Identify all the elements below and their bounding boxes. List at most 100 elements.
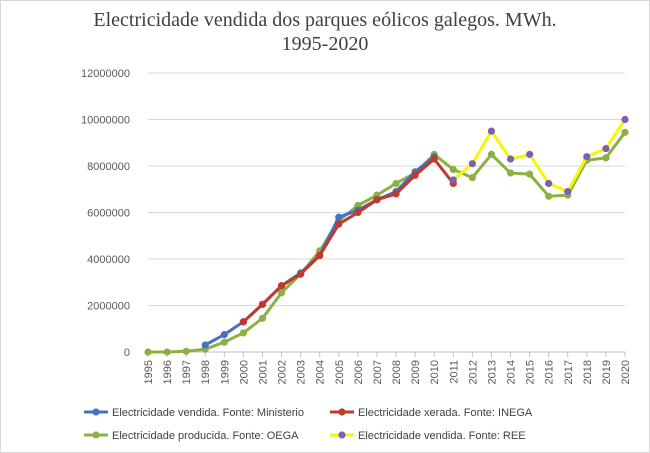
data-point [277,289,286,297]
data-point [277,282,286,290]
y-tick-label: 12000000 [81,68,130,80]
data-point [526,150,534,158]
x-tick-label: 2003 [296,360,308,384]
data-point [354,208,362,217]
x-tick-label: 2012 [467,360,479,384]
chart-title: Electricidade vendida dos parques eólico… [0,8,650,56]
data-point [144,348,152,356]
x-tick-label: 2007 [372,360,384,384]
chart-title-line2: 1995-2020 [281,33,369,55]
data-point [373,196,381,204]
series-lines [144,115,629,356]
data-point [163,348,171,356]
x-tick-label: 1998 [200,360,212,384]
data-point [449,176,457,184]
x-tick-label: 2018 [582,360,594,384]
x-tick-label: 2017 [563,360,575,384]
data-point [449,165,457,174]
y-tick-label: 4000000 [87,254,130,266]
legend-entry: Electricidade vendida. Fonte: REE [330,430,526,442]
y-tick-label: 8000000 [87,161,130,173]
data-point [335,220,343,228]
data-point [239,318,247,326]
series-line [148,131,627,354]
data-point [583,153,591,161]
data-point [392,190,400,198]
legend-entry: Electricidade vendida. Fonte: Ministerio [84,407,304,419]
x-tick-label: 2005 [334,360,346,384]
data-point [258,300,267,308]
x-axis-ticks: 1995 1996 1997 1998 1999 2000 2001 2002 2003 2004… [143,352,632,384]
data-point [316,251,324,260]
legend: Electricidade vendida. Fonte: Ministerio… [84,407,533,442]
x-tick-label: 2000 [238,360,250,384]
series-3 [449,115,629,196]
y-tick-label: 6000000 [87,208,130,220]
legend-label: Electricidade producida. Fonte: OEGA [112,430,299,442]
legend-label: Electricidade xerada. Fonte: INEGA [358,407,533,419]
data-point [545,192,553,200]
data-point [220,338,228,346]
x-tick-label: 2004 [315,360,327,384]
data-point [487,127,496,135]
series-2 [144,128,629,356]
x-tick-label: 2006 [353,360,365,384]
gridlines [148,72,625,353]
y-tick-label: 0 [124,347,130,359]
x-tick-label: 2013 [486,360,498,384]
data-point [411,171,419,179]
data-point [297,270,305,278]
x-tick-label: 2014 [506,360,518,384]
x-tick-label: 2001 [257,360,269,384]
x-tick-label: 1996 [162,360,174,384]
x-tick-label: 2016 [544,360,556,384]
series-line [452,118,627,194]
data-point [487,150,496,158]
data-point [201,341,209,349]
chart-title-line1: Electricidade vendida dos parques eólico… [93,9,557,31]
legend-marker [338,431,346,439]
series-line [242,157,455,323]
legend-marker [92,431,100,439]
data-point [335,213,343,221]
x-tick-label: 2008 [391,360,403,384]
x-tick-label: 1999 [219,360,231,384]
data-point [545,179,553,188]
data-point [468,174,476,182]
x-tick-label: 2010 [429,360,441,384]
data-point [602,144,610,153]
series-1 [239,155,457,326]
x-tick-label: 2019 [601,360,613,384]
legend-entry: Electricidade xerada. Fonte: INEGA [330,407,533,419]
x-tick-label: 2002 [277,360,289,384]
data-point [220,330,228,339]
y-tick-label: 10000000 [81,115,130,127]
legend-label: Electricidade vendida. Fonte: REE [358,430,526,442]
data-point [506,169,515,177]
legend-label: Electricidade vendida. Fonte: Ministerio [112,407,304,419]
y-tick-label: 2000000 [87,301,130,313]
x-tick-label: 2020 [620,360,632,384]
legend-marker [92,408,100,416]
data-point [430,155,438,163]
data-point [239,329,247,337]
data-point [602,154,610,162]
x-tick-label: 1995 [143,360,155,384]
data-point [506,155,515,163]
data-point [468,160,476,168]
x-tick-label: 2015 [525,360,537,384]
data-point [526,170,534,178]
data-point [258,314,267,322]
legend-entry: Electricidade producida. Fonte: OEGA [84,430,299,442]
legend-marker [338,408,346,416]
data-point [621,128,629,136]
data-point [182,347,190,355]
x-tick-label: 2009 [410,360,422,384]
data-point [392,179,400,188]
data-point [621,115,629,124]
data-point [564,187,572,196]
y-axis-ticks: 0 2000000 4000000 6000000 8000000 10000000 120… [81,68,130,359]
x-tick-label: 1997 [181,360,193,384]
